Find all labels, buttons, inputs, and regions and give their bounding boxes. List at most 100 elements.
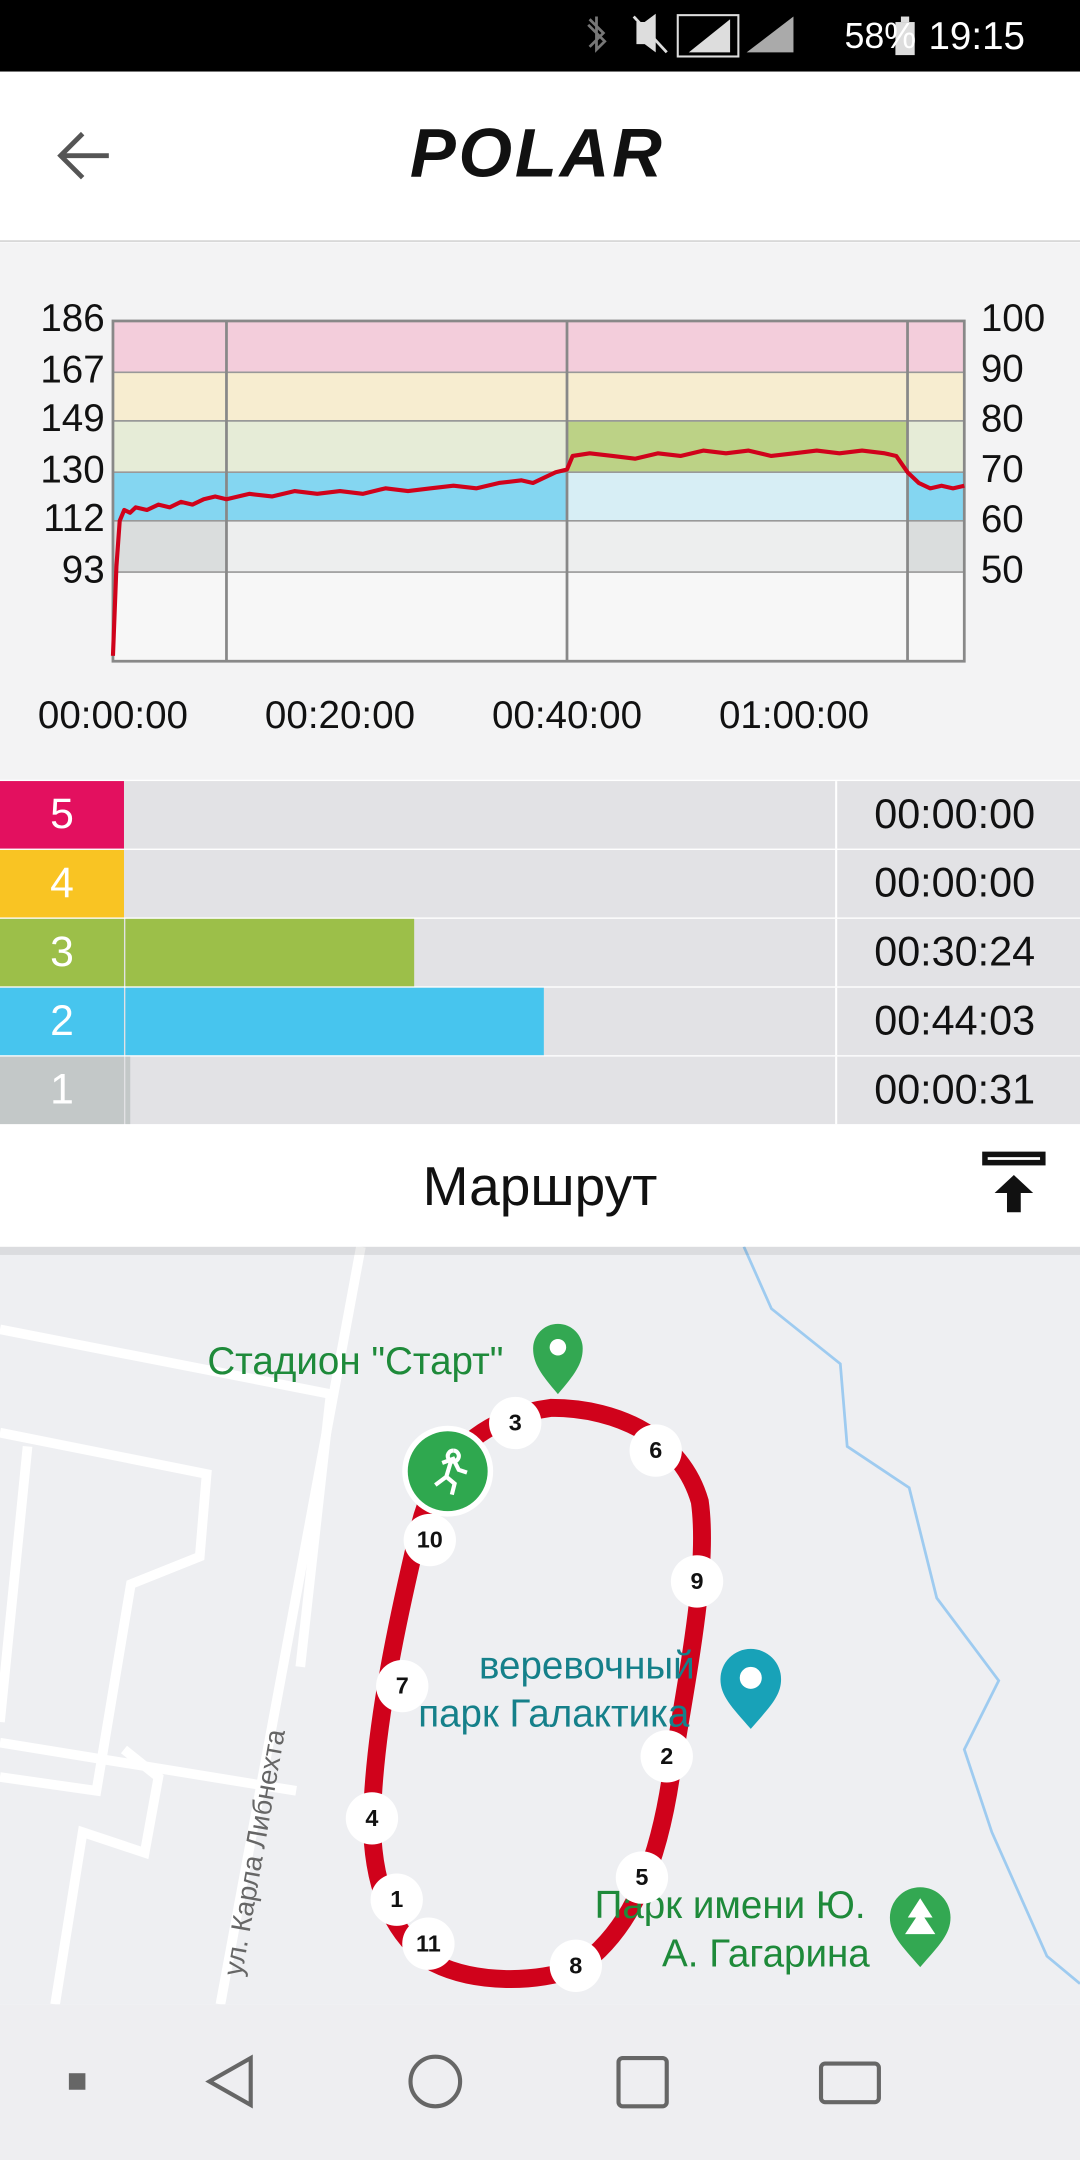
km-label: 8	[569, 1952, 582, 1978]
back-button[interactable]	[57, 131, 109, 180]
hr-line	[110, 448, 965, 656]
km-marker	[615, 1851, 669, 1904]
zone-label-bg	[0, 987, 124, 1056]
y-tick-label: 93	[62, 548, 105, 591]
y2-tick-label: 100	[981, 297, 1045, 340]
section-title: Маршрут	[423, 1155, 658, 1217]
zone-band	[226, 420, 567, 473]
route-path	[362, 1398, 711, 1989]
zone-band	[567, 320, 908, 373]
zone-band	[112, 372, 227, 421]
x-tick-label: 00:20:00	[265, 694, 415, 737]
km-marker	[370, 1873, 423, 1926]
place-label: Стадион "Старт"	[207, 1340, 503, 1383]
pin-dot	[549, 1338, 567, 1356]
zone-bar	[125, 987, 544, 1056]
collapse-button[interactable]	[982, 1151, 1046, 1213]
nav-dot[interactable]	[68, 2073, 86, 2090]
x-tick-label: 01:00:00	[719, 694, 869, 737]
nav-recent[interactable]	[616, 2055, 669, 2109]
clock: 19:15	[928, 15, 1025, 58]
route-header	[0, 1126, 1080, 1247]
km-marker	[629, 1424, 682, 1477]
km-marker	[640, 1730, 693, 1783]
zone-label-bg	[0, 1056, 124, 1125]
zone-duration: 00:44:03	[874, 997, 1035, 1043]
km-label: 11	[416, 1930, 441, 1956]
zone-number: 2	[50, 997, 74, 1045]
km-label: 4	[365, 1805, 378, 1831]
river	[742, 1246, 1080, 1985]
km-marker	[403, 1513, 456, 1567]
nav-switch[interactable]	[818, 2061, 881, 2105]
zone-band	[567, 420, 908, 473]
km-label: 5	[635, 1864, 648, 1890]
hr-chart: 93 112 130 149 167 186 50 60 70 80 90 100 00:00:00 00…	[38, 297, 1045, 737]
place-label: веревочный	[479, 1644, 695, 1687]
nav-bar	[0, 2004, 1080, 2160]
zone-row-bg	[0, 849, 1080, 918]
zone-band	[907, 520, 965, 573]
zone-band	[567, 520, 908, 573]
y2-tick-label: 70	[981, 448, 1024, 491]
map-bg	[0, 1246, 1080, 2005]
status-icons	[587, 13, 915, 58]
zone-number: 1	[50, 1066, 74, 1114]
nav-back[interactable]	[205, 2054, 253, 2109]
zone-band	[226, 320, 567, 373]
battery: 58%	[844, 16, 916, 56]
app-bar	[0, 71, 1080, 242]
y2-tick-label: 80	[981, 398, 1024, 441]
km-label: 9	[691, 1568, 704, 1594]
zone-band	[226, 372, 567, 421]
pin-dot	[739, 1666, 762, 1689]
zone-label-bg	[0, 849, 124, 918]
zone-label-bg	[0, 918, 124, 987]
zone-table: 5 00:00:00 4 00:00:00 3 00:30:24 2 00:44:03 1 00:…	[0, 781, 1080, 1125]
zone-row-bg	[0, 1056, 1080, 1125]
zone-row-bg	[0, 781, 1080, 849]
route-map: Стадион "Старт" веревочный парк Галактик…	[0, 1245, 1080, 2006]
y-tick-label: 167	[40, 348, 104, 391]
zone-number: 4	[50, 859, 74, 907]
logo: POLAR	[410, 115, 665, 192]
zone-band	[907, 372, 965, 421]
zone-bar	[125, 918, 415, 987]
y2-tick-label: 50	[981, 548, 1024, 591]
x-tick-label: 00:40:00	[492, 694, 642, 737]
zone-band	[226, 520, 567, 573]
km-label: 7	[396, 1673, 409, 1699]
roads	[0, 1245, 366, 2006]
zone-duration: 00:30:24	[874, 929, 1035, 975]
km-marker	[402, 1917, 455, 1970]
place-label: А. Гагарина	[662, 1932, 870, 1975]
stadium-pin	[533, 1323, 583, 1395]
km-label: 10	[417, 1527, 443, 1553]
y-tick-label: 186	[40, 297, 104, 340]
zone-band	[112, 320, 227, 373]
zone-duration: 00:00:00	[874, 791, 1035, 837]
zone-duration: 00:00:31	[874, 1066, 1035, 1112]
zone-band	[112, 420, 227, 473]
y-tick-label: 112	[43, 497, 104, 540]
zone-band	[567, 372, 908, 421]
runner-icon	[434, 1448, 468, 1496]
y-tick-label: 149	[40, 397, 104, 440]
y2-tick-label: 60	[981, 498, 1024, 541]
km-marker	[549, 1939, 602, 1992]
zone-number: 5	[50, 790, 74, 838]
plot-border	[111, 319, 966, 663]
zone-band	[907, 420, 965, 473]
km-label: 1	[390, 1886, 403, 1912]
tree-icon	[905, 1898, 936, 1935]
zone-bar	[125, 1056, 131, 1125]
zone-band	[567, 472, 908, 521]
km-marker	[489, 1396, 542, 1450]
zone-label-bg	[0, 781, 124, 849]
status-bar	[0, 0, 1080, 72]
y-tick-label: 130	[40, 448, 104, 491]
nav-home[interactable]	[408, 2054, 463, 2109]
zone-band	[112, 520, 227, 573]
